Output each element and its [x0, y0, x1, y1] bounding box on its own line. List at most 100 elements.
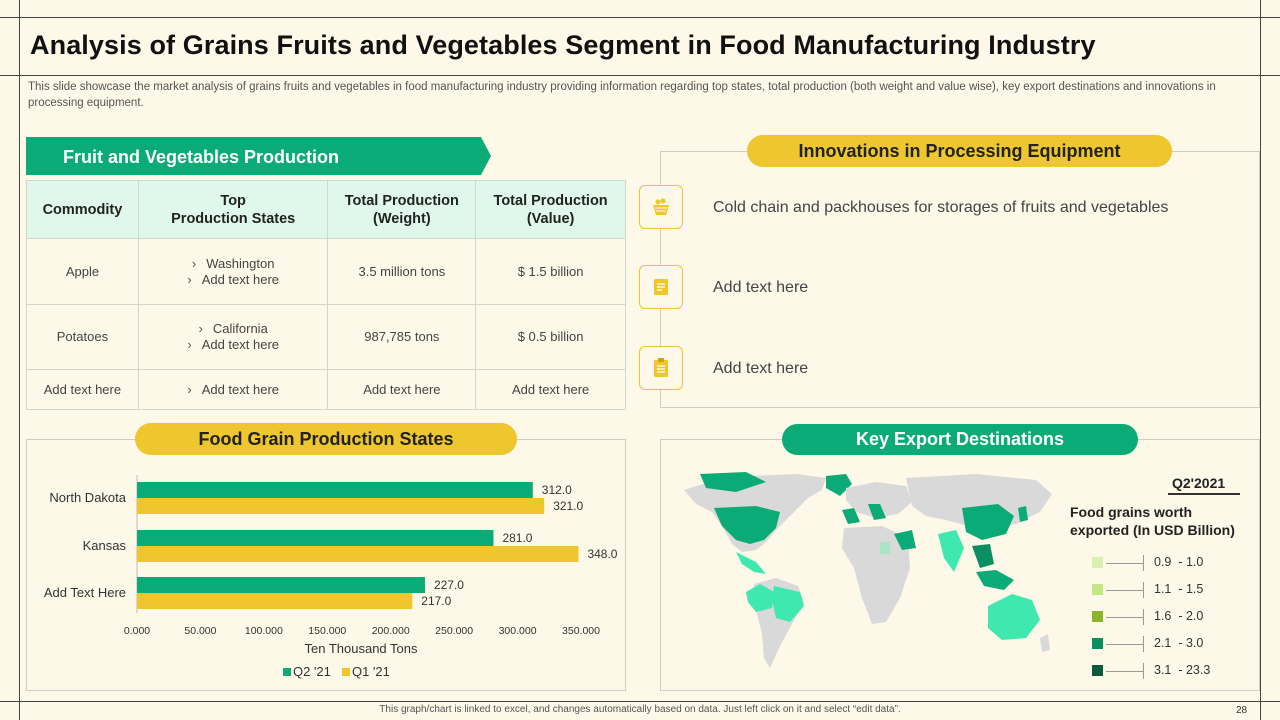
legend-range-label: 1.6 - 2.0 — [1154, 609, 1204, 623]
state-item: California — [139, 321, 328, 337]
india-region — [938, 530, 964, 572]
legend-connector — [1106, 644, 1144, 645]
category-label: Kansas — [83, 538, 127, 553]
brazil-region — [772, 586, 804, 622]
footer-note: This graph/chart is linked to excel, and… — [379, 704, 901, 715]
table-row: Potatoes California Add text here 987,78… — [26, 304, 626, 370]
export-legend-item: 1.1 - 1.5 — [1092, 582, 1252, 598]
china-region — [962, 504, 1014, 540]
legend-range-label: 3.1 - 23.3 — [1154, 663, 1211, 677]
canada-region — [700, 472, 766, 492]
innovations-header: Innovations in Processing Equipment — [747, 135, 1172, 167]
states-cell: Washington Add text here — [137, 238, 329, 305]
legend-swatch — [1092, 584, 1103, 595]
x-tick-label: 150.000 — [308, 625, 346, 637]
legend-label: Q1 '21 — [352, 664, 390, 679]
production-table: Commodity Top Production States Total Pro… — [26, 180, 626, 410]
innovation-text: Cold chain and packhouses for storages o… — [713, 199, 1169, 216]
australia-region — [988, 594, 1040, 640]
export-legend-title: Food grains worth exported (In USD Billi… — [1070, 504, 1235, 538]
export-legend-item: 2.1 - 3.0 — [1092, 636, 1252, 652]
left-border — [19, 0, 20, 720]
column-header-text: Production States — [171, 210, 296, 227]
column-header-text: Total Production — [493, 192, 608, 209]
export-legend-item: 3.1 - 23.3 — [1092, 663, 1252, 679]
commodity-cell: Potatoes — [26, 304, 139, 370]
page-number: 28 — [1236, 705, 1248, 716]
bar — [137, 546, 579, 562]
legend-swatch — [342, 668, 350, 676]
table-row: Apple Washington Add text here 3.5 milli… — [26, 238, 626, 305]
data-label: 227.0 — [434, 578, 464, 592]
bar — [137, 577, 425, 593]
bar — [137, 482, 533, 498]
exports-header: Key Export Destinations — [782, 424, 1138, 455]
page-subtitle: This slide showcase the market analysis … — [28, 81, 1216, 109]
column-header-weight: Total Production (Weight) — [327, 180, 477, 239]
data-label: 281.0 — [502, 531, 532, 545]
clipboard-icon — [639, 346, 683, 390]
legend-label: Q2 '21 — [293, 664, 331, 679]
column-header-text: (Value) — [526, 210, 575, 227]
data-label: 321.0 — [553, 499, 583, 513]
production-header: Fruit and Vegetables Production — [26, 137, 491, 175]
x-axis-title: Ten Thousand Tons — [305, 641, 418, 656]
period-underline — [1168, 493, 1240, 495]
column-header-text: Top — [220, 192, 246, 209]
x-tick-label: 100.000 — [245, 625, 283, 637]
data-label: 348.0 — [587, 547, 617, 561]
x-tick-label: 300.000 — [499, 625, 537, 637]
legend-swatch — [283, 668, 291, 676]
bar — [137, 593, 413, 609]
bar — [137, 498, 545, 514]
state-item: Add text here — [139, 272, 328, 288]
legend-tick — [1143, 663, 1144, 679]
data-label: 312.0 — [542, 483, 572, 497]
innovation-text: Add text here — [713, 279, 809, 296]
egypt-region — [880, 542, 890, 554]
legend-tick — [1143, 582, 1144, 598]
legend-swatch — [1092, 638, 1103, 649]
saudi-region — [894, 530, 916, 550]
column-header-value: Total Production (Value) — [475, 180, 626, 239]
legend-tick — [1143, 636, 1144, 652]
column-header-text: Commodity — [42, 201, 123, 218]
legend-swatch — [1092, 665, 1103, 676]
page-title: Analysis of Grains Fruits and Vegetables… — [30, 30, 1096, 60]
x-tick-label: 0.000 — [124, 625, 150, 637]
table-row: Add text here Add text here Add text her… — [26, 369, 626, 410]
export-legend-item: 1.6 - 2.0 — [1092, 609, 1252, 625]
production-header-label: Fruit and Vegetables Production — [63, 147, 340, 167]
x-tick-label: 250.000 — [435, 625, 473, 637]
export-legend-item: 0.9 - 1.0 — [1092, 555, 1252, 571]
grain-header: Food Grain Production States — [135, 423, 517, 455]
mexico-region — [736, 552, 766, 574]
weight-cell: 987,785 tons — [327, 304, 477, 370]
innovation-text: Add text here — [713, 360, 809, 377]
colombia-region — [746, 584, 774, 612]
state-item: Washington — [139, 256, 328, 272]
legend-tick — [1143, 555, 1144, 571]
right-border — [1260, 0, 1261, 720]
commodity-cell: Add text here — [26, 369, 139, 410]
value-cell: $ 1.5 billion — [475, 238, 626, 305]
legend-range-label: 1.1 - 1.5 — [1154, 582, 1204, 596]
legend-connector — [1106, 617, 1144, 618]
document-icon — [639, 265, 683, 309]
states-cell: California Add text here — [137, 304, 329, 370]
legend-swatch — [1092, 611, 1103, 622]
indonesia-region — [976, 570, 1014, 590]
grain-bar-chart: North Dakota 312.0 321.0 Kansas 281.0 348.0 Ad… — [44, 475, 618, 679]
states-cell: Add text here — [137, 369, 329, 410]
column-header-states: Top Production States — [137, 180, 329, 239]
world-map — [684, 472, 1052, 668]
category-label: Add Text Here — [44, 585, 126, 600]
legend-connector — [1106, 563, 1144, 564]
top-border — [0, 17, 1280, 18]
bar — [137, 530, 494, 546]
fruit-basket-icon — [639, 185, 683, 229]
japan-region — [1018, 506, 1028, 522]
usa-region — [714, 506, 780, 544]
column-header-text: (Weight) — [372, 210, 431, 227]
southeast-asia-region — [972, 544, 994, 568]
